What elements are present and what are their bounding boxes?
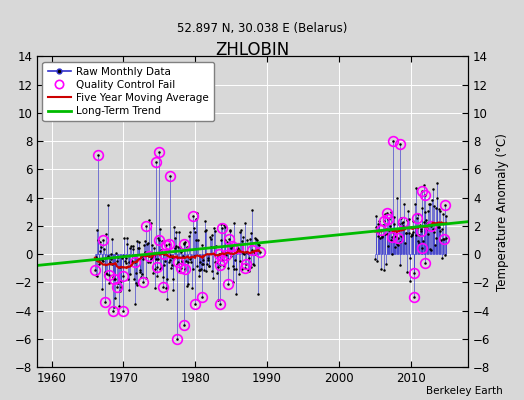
Title: ZHLOBIN: ZHLOBIN: [215, 41, 290, 59]
Legend: Raw Monthly Data, Quality Control Fail, Five Year Moving Average, Long-Term Tren: Raw Monthly Data, Quality Control Fail, …: [42, 62, 214, 121]
Text: Berkeley Earth: Berkeley Earth: [427, 386, 503, 396]
Text: 52.897 N, 30.038 E (Belarus): 52.897 N, 30.038 E (Belarus): [177, 22, 347, 35]
Y-axis label: Temperature Anomaly (°C): Temperature Anomaly (°C): [496, 133, 509, 291]
